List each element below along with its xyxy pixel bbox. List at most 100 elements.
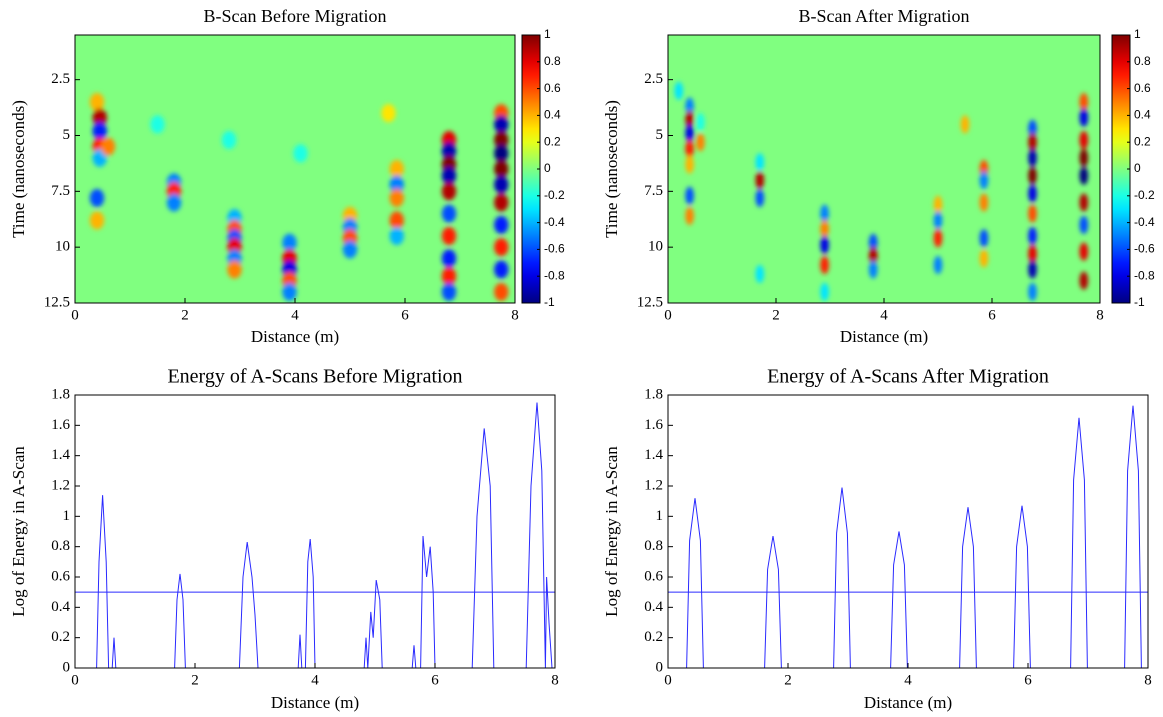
heatmap-background — [668, 35, 1100, 303]
y-tick-label: 2.5 — [644, 71, 663, 87]
heatmap-blob — [933, 195, 943, 214]
heatmap-blob — [685, 110, 694, 129]
heatmap-blob — [685, 155, 694, 174]
heatmap-blob — [674, 81, 684, 100]
heatmap-blob — [494, 175, 509, 194]
x-tick-label: 6 — [1024, 672, 1032, 688]
y-tick-label: 12.5 — [637, 294, 663, 310]
y-tick-label: 0.4 — [51, 599, 70, 615]
y-tick-label: 0.8 — [644, 538, 663, 554]
x-tick-label: 0 — [664, 307, 672, 323]
heatmap-blob — [820, 235, 829, 254]
heatmap-blob — [755, 171, 765, 190]
heatmap-blob — [933, 211, 943, 230]
y-tick-label: 7.5 — [51, 183, 70, 199]
colorbar-tick-label: 0.2 — [544, 134, 561, 148]
colorbar-tick-label: -0.2 — [1134, 188, 1155, 202]
y-tick-label: 2.5 — [51, 71, 70, 87]
x-tick-label: 6 — [988, 307, 996, 323]
heatmap-cells — [89, 93, 509, 301]
heatmap-blob — [494, 282, 509, 301]
y-tick-label: 7.5 — [644, 183, 663, 199]
heatmap-blob — [494, 130, 509, 149]
plot-area — [668, 405, 1148, 668]
heatmap-blob — [1079, 130, 1089, 149]
x-tick-label: 6 — [431, 672, 439, 688]
heatmap-blob — [342, 240, 358, 259]
x-tick-label: 4 — [880, 307, 888, 323]
colorbar-tick-label: 0.4 — [544, 108, 561, 122]
x-tick-label: 2 — [181, 307, 189, 323]
x-tick-label: 0 — [664, 672, 672, 688]
heatmap-blob — [685, 186, 694, 205]
heatmap-blob — [1079, 271, 1089, 290]
x-tick-label: 8 — [1096, 307, 1104, 323]
colorbar-tick-label: -0.8 — [1134, 268, 1155, 282]
colorbar-tick-label: -0.6 — [544, 242, 565, 256]
y-tick-label: 10 — [55, 239, 70, 255]
heatmap-blob — [1028, 184, 1037, 203]
x-tick-label: 8 — [551, 672, 559, 688]
y-tick-label: 1.6 — [644, 417, 663, 433]
heatmap-blob — [441, 204, 457, 223]
colorbar-tick-label: 0.4 — [1134, 108, 1151, 122]
heatmap-blob — [441, 249, 457, 268]
heatmap-blob — [685, 97, 694, 116]
heatmap-blob — [494, 160, 509, 178]
x-axis-label: Distance (m) — [271, 693, 359, 712]
heatmap-blob — [389, 227, 404, 245]
x-tick-label: 4 — [904, 672, 912, 688]
y-tick-label: 0.6 — [644, 568, 663, 584]
chart-title: Energy of A-Scans After Migration — [767, 366, 1049, 388]
x-tick-label: 8 — [1144, 672, 1152, 688]
heatmap-blob — [755, 264, 765, 283]
heatmap-blob — [1079, 193, 1089, 212]
heatmap-cells — [674, 81, 1089, 301]
y-axis-label: Time (nanoseconds) — [602, 100, 621, 238]
colorbar-tick-label: 0.6 — [544, 81, 561, 95]
y-axis-label: Log of Energy in A-Scan — [602, 446, 621, 617]
colorbar-tick-label: -0.2 — [544, 188, 565, 202]
x-tick-label: 2 — [191, 672, 199, 688]
heatmap-blob — [1028, 119, 1037, 138]
heatmap-blob — [696, 133, 705, 152]
heatmap-blob — [1079, 108, 1089, 127]
x-tick-label: 4 — [311, 672, 319, 688]
plot-area — [668, 35, 1100, 303]
heatmap-blob — [494, 238, 509, 257]
heatmap-blob — [1028, 282, 1037, 301]
x-tick-label: 8 — [511, 307, 519, 323]
colorbar-tick-label: 1 — [544, 27, 551, 41]
x-tick-label: 6 — [401, 307, 409, 323]
colorbar-tick-label: 0.2 — [1134, 134, 1151, 148]
y-tick-label: 0.6 — [51, 568, 70, 584]
heatmap-blob — [441, 282, 457, 301]
heatmap-blob — [979, 193, 989, 212]
heatmap-blob — [1028, 148, 1037, 167]
heatmap-blob — [685, 124, 694, 143]
heatmap-blob — [868, 260, 878, 279]
heatmap-blob — [89, 211, 105, 230]
heatmap-blob — [389, 211, 404, 230]
x-tick-label: 2 — [784, 672, 792, 688]
y-tick-label: 1.4 — [644, 447, 663, 463]
heatmap-blob — [494, 193, 509, 212]
chart-title: B-Scan After Migration — [799, 6, 970, 26]
colorbar-tick-label: -1 — [1134, 295, 1145, 309]
x-tick-label: 4 — [291, 307, 299, 323]
heatmap-blob — [820, 204, 829, 223]
x-tick-label: 0 — [71, 307, 79, 323]
y-axis-label: Time (nanoseconds) — [9, 100, 28, 238]
y-tick-label: 0.2 — [644, 629, 663, 645]
chart-title: Energy of A-Scans Before Migration — [167, 366, 462, 388]
y-axis-label: Log of Energy in A-Scan — [9, 446, 28, 617]
energy-line — [668, 405, 1148, 668]
y-tick-label: 5 — [63, 127, 71, 143]
y-tick-label: 1.6 — [51, 417, 70, 433]
chart-title: B-Scan Before Migration — [204, 6, 387, 26]
heatmap-blob — [1028, 133, 1037, 152]
heatmap-blob — [1028, 260, 1037, 279]
heatmap-blob — [755, 153, 765, 172]
heatmap-blob — [960, 115, 970, 134]
